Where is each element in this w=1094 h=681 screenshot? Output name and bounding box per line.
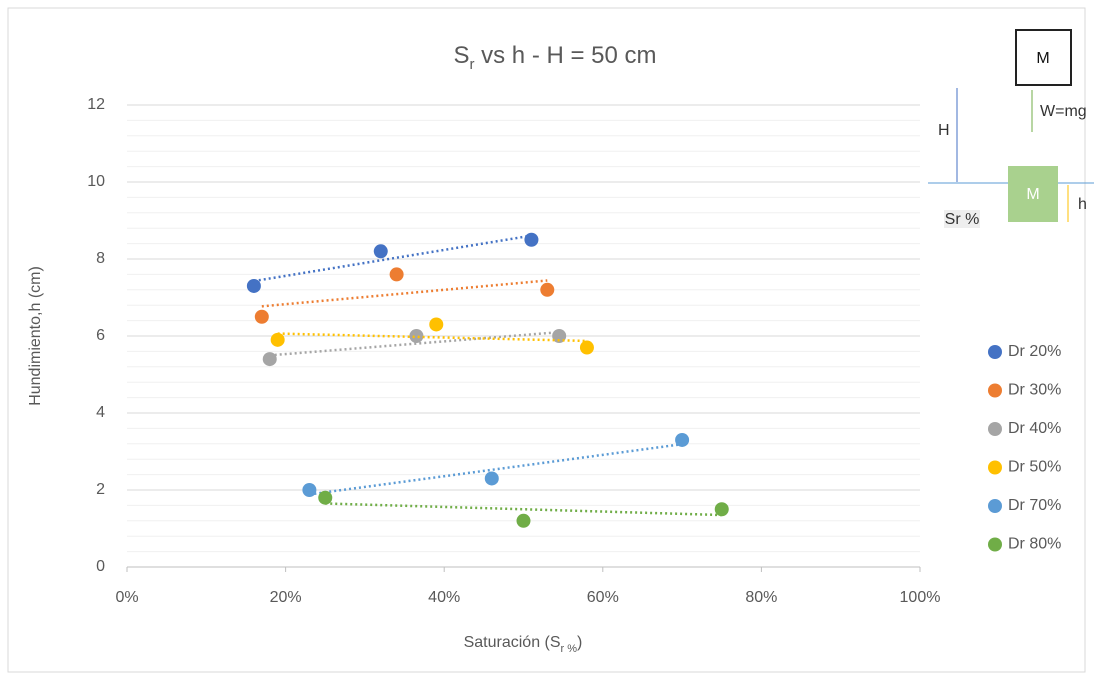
x-tick-label: 80% bbox=[745, 589, 777, 606]
diagram: M W=mg H M h Sr % bbox=[928, 29, 1094, 228]
sunk-mass-label: M bbox=[1026, 186, 1039, 203]
legend-label: Dr 70% bbox=[1008, 497, 1061, 514]
legend-marker bbox=[988, 537, 1002, 552]
point bbox=[484, 471, 499, 486]
trendline bbox=[325, 502, 722, 517]
point bbox=[302, 483, 317, 497]
point bbox=[714, 502, 729, 517]
x-tick-label: 0% bbox=[115, 589, 138, 606]
chart-title: Sr vs h - H = 50 cm bbox=[453, 42, 656, 73]
trendline bbox=[269, 330, 560, 357]
legend-label: Dr 80% bbox=[1008, 536, 1061, 553]
legend-marker bbox=[988, 345, 1002, 359]
legend-label: Dr 30% bbox=[1008, 382, 1061, 399]
height-label: H bbox=[938, 122, 950, 139]
trendline bbox=[277, 332, 587, 343]
y-axis-label: Hundimiento,h (cm) bbox=[27, 266, 44, 406]
weight-label: W=mg bbox=[1040, 103, 1087, 120]
point bbox=[429, 317, 444, 332]
legend-label: Dr 50% bbox=[1008, 459, 1061, 476]
sunk-mass bbox=[1008, 166, 1058, 222]
y-tick-label: 0 bbox=[96, 558, 105, 575]
legend-marker bbox=[988, 499, 1002, 513]
point bbox=[389, 267, 404, 282]
point bbox=[262, 352, 277, 367]
point bbox=[524, 232, 539, 247]
point bbox=[540, 282, 555, 297]
y-tick-label: 2 bbox=[96, 481, 105, 498]
point bbox=[246, 278, 261, 293]
point bbox=[675, 432, 690, 447]
x-axis-label: Saturación (Sr %) bbox=[464, 634, 583, 655]
point bbox=[270, 332, 285, 347]
trendline bbox=[253, 234, 532, 283]
saturation-box bbox=[944, 210, 980, 228]
chart-frame bbox=[7, 7, 1086, 673]
point bbox=[318, 490, 333, 505]
point bbox=[254, 309, 269, 324]
y-tick-label: 10 bbox=[87, 173, 105, 190]
y-tick-label: 6 bbox=[96, 327, 105, 344]
legend-marker bbox=[988, 383, 1002, 398]
point bbox=[409, 329, 424, 343]
saturation-label: Sr % bbox=[945, 211, 980, 228]
point bbox=[373, 244, 388, 259]
y-tick-label: 4 bbox=[96, 404, 105, 421]
legend-label: Dr 20% bbox=[1008, 343, 1061, 360]
point bbox=[516, 513, 531, 528]
x-tick-label: 20% bbox=[270, 589, 302, 606]
y-tick-label: 12 bbox=[87, 96, 105, 113]
legend-marker bbox=[988, 422, 1002, 436]
x-tick-label: 100% bbox=[900, 589, 941, 606]
x-tick-label: 60% bbox=[587, 589, 619, 606]
mass-label: M bbox=[1036, 50, 1049, 67]
mass-box bbox=[1015, 29, 1072, 86]
point bbox=[579, 340, 594, 355]
legend-label: Dr 40% bbox=[1008, 420, 1061, 437]
legend-marker bbox=[988, 460, 1002, 475]
x-tick-label: 40% bbox=[428, 589, 460, 606]
y-tick-label: 8 bbox=[96, 250, 105, 267]
sink-label: h bbox=[1078, 196, 1087, 213]
